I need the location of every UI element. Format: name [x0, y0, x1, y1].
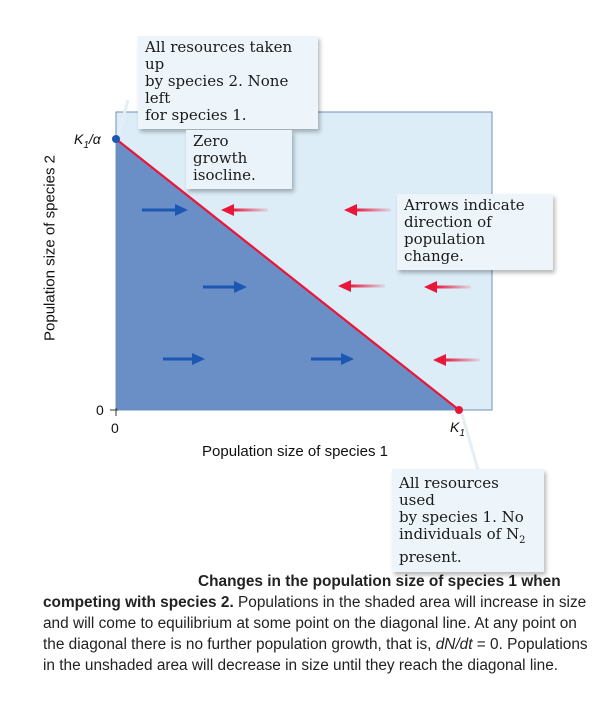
callout-top-line-2: by species 2. None left: [145, 72, 289, 107]
y-top-k-main: K: [74, 131, 84, 147]
blue-arrow: [142, 204, 188, 216]
top-callout-pointer: [116, 99, 130, 138]
callout-arrows-line-1: Arrows indicate: [404, 196, 525, 214]
callout-arrows-line-3: population change.: [404, 230, 486, 265]
k1-alpha-point: [112, 135, 120, 143]
callout-arrows-line-2: direction of: [404, 213, 492, 231]
x-axis-label: Population size of species 1: [202, 443, 388, 460]
caption-math: dN/dt: [435, 636, 473, 653]
red-arrow: [221, 204, 268, 216]
callout-bottom-line-1: All resources used: [399, 474, 499, 509]
callout-top-line-3: for species 1.: [145, 106, 247, 124]
blue-arrow: [163, 353, 205, 365]
caption-title: Changes in the population size of specie…: [43, 573, 561, 611]
x-origin-tick-label: 0: [111, 420, 119, 436]
callout-arrows: Arrows indicate direction of population …: [397, 194, 553, 270]
callout-bottom: All resources used by species 1. No indi…: [392, 469, 544, 572]
figure-caption: Changes in the population size of specie…: [43, 571, 595, 676]
y-origin-tick-label: 0: [96, 402, 104, 418]
k1-point: [455, 406, 463, 414]
caption-body-2: = 0. Populations in the unshaded area wi…: [43, 636, 588, 674]
callout-bottom-line-4: present.: [399, 548, 462, 566]
red-arrow: [433, 354, 480, 366]
callout-isocline-line-2: isocline.: [193, 166, 256, 184]
x-k1-sub: 1: [459, 428, 465, 439]
callout-bottom-n2-prefix: individuals of N: [399, 525, 520, 543]
caption-body-1: Populations in the shaded area will incr…: [43, 594, 587, 653]
y-axis-label: Population size of species 2: [41, 155, 59, 341]
blue-arrow: [311, 353, 354, 365]
callout-isocline-line-1: Zero growth: [193, 132, 248, 167]
bottom-callout-pointer: [460, 413, 480, 471]
callout-top: All resources taken up by species 2. Non…: [138, 36, 318, 129]
x-k1-label: K1: [450, 419, 465, 439]
red-arrow: [338, 280, 385, 292]
callout-bottom-line-2: by species 1. No: [399, 508, 524, 526]
callout-top-line-1: All resources taken up: [145, 38, 293, 73]
y-top-k-sub: 1: [83, 140, 89, 151]
zero-growth-isocline: [115, 138, 460, 411]
y-top-k-label: K1/α: [74, 131, 102, 151]
callout-bottom-n2-sub: 2: [519, 535, 526, 546]
callout-bottom-line-3: individuals of N2: [399, 526, 537, 549]
red-arrow: [344, 204, 391, 216]
callout-isocline: Zero growth isocline.: [186, 130, 292, 189]
red-arrow: [424, 281, 471, 293]
y-top-k-suffix: /α: [88, 131, 102, 147]
x-k1-main: K: [450, 419, 460, 435]
blue-arrow: [203, 281, 247, 293]
